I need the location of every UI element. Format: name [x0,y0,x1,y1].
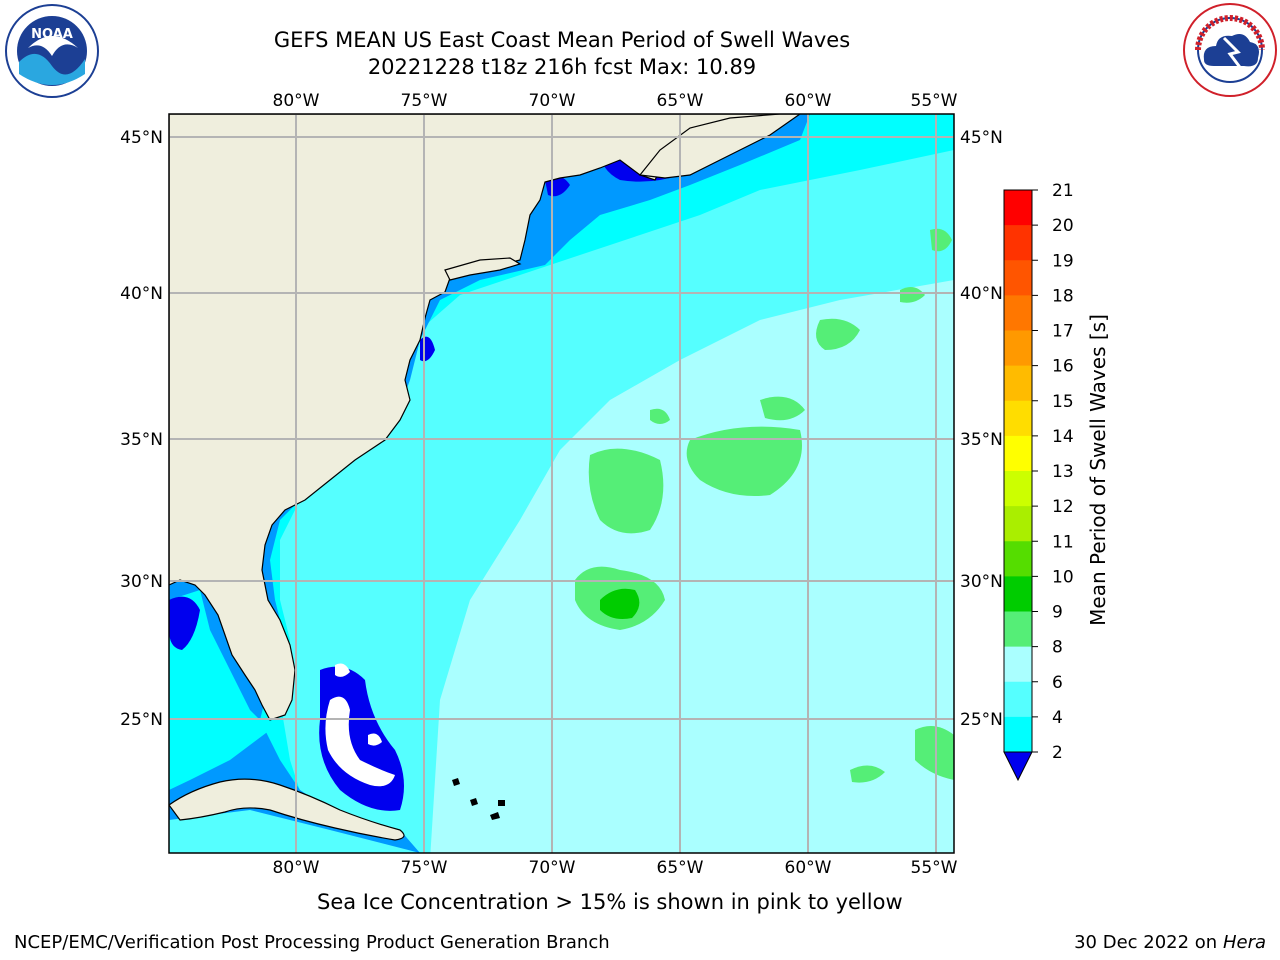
gulf-of-mexico-swell [169,590,270,790]
colorbar-tick-label: 12 [1052,497,1074,517]
lon-tick-label: 55°W [911,91,958,111]
colorbar-segment [1004,260,1032,296]
colorbar-segment [1004,365,1032,402]
lon-tick-label: 75°W [401,858,448,878]
colorbar-segment [1004,611,1032,648]
svg-text:NOAA: NOAA [31,27,73,42]
north-america-land [169,114,781,721]
lon-tick-label: 80°W [273,858,320,878]
colorbar-segment [1004,681,1032,718]
colorbar-tick-label: 14 [1052,427,1074,447]
colorbar-tick-label: 16 [1052,357,1074,377]
lon-tick-label: 70°W [529,91,576,111]
lon-ticks-top: 80°W 75°W 70°W 65°W 60°W 55°W [273,91,958,111]
colorbar-tick-label: 21 [1052,181,1074,201]
lon-tick-label: 55°W [911,858,958,878]
lon-tick-label: 80°W [273,91,320,111]
colorbar-tick-label: 9 [1052,603,1063,623]
lat-ticks-left: 45°N 40°N 35°N 30°N 25°N [120,128,163,730]
colorbar-tick-label: 2 [1052,743,1063,763]
lat-tick-label: 30°N [120,572,163,592]
colorbar-segment [1004,471,1032,507]
colorbar-tick-label: 4 [1052,708,1063,728]
lon-tick-label: 65°W [657,91,704,111]
lon-ticks-bottom: 80°W 75°W 70°W 65°W 60°W 55°W [273,858,958,878]
lat-tick-label: 30°N [960,572,1003,592]
map-plot-area [169,114,954,853]
colorbar-segment [1004,716,1032,753]
lat-tick-label: 25°N [120,710,163,730]
lat-tick-label: 40°N [960,284,1003,304]
colorbar-tick-label: 6 [1052,673,1063,693]
colorbar-segment [1004,190,1032,226]
sea-ice-note: Sea Ice Concentration > 15% is shown in … [317,890,903,914]
nws-logo-icon [1183,3,1277,97]
colorbar-label: Mean Period of Swell Waves [s] [1086,314,1110,626]
lon-tick-label: 75°W [401,91,448,111]
colorbar-tick-label: 13 [1052,462,1074,482]
swell-band-10-11s [600,588,640,619]
colorbar-tick-label: 10 [1052,567,1074,587]
caribbean-swell [169,810,420,853]
colorbar-segment [1004,541,1032,577]
colorbar-tick-label: 8 [1052,638,1063,658]
colorbar-segment [1004,646,1032,683]
lat-tick-label: 35°N [960,430,1003,450]
colorbar-tick-label: 19 [1052,251,1074,271]
map-frame [168,113,955,854]
colorbar-underflow-arrow [1003,751,1033,782]
lon-tick-label: 60°W [785,91,832,111]
colorbar-segment [1004,506,1032,542]
swell-band-8-9s [430,280,954,853]
colorbar-tick-label: 17 [1052,322,1074,342]
graticule [169,114,954,853]
long-island-land [444,257,522,281]
lon-tick-label: 70°W [529,858,576,878]
colorbar-tick-label: 15 [1052,392,1074,412]
map-subtitle: 20221228 t18z 216h fcst Max: 10.89 [367,55,757,79]
credit-line: NCEP/EMC/Verification Post Processing Pr… [14,932,610,953]
cuba-land [169,778,405,841]
colorbar-tick-label: 11 [1052,532,1074,552]
lat-tick-label: 25°N [960,710,1003,730]
run-date-text: 30 Dec 2022 on [1074,932,1218,953]
colorbar-segment [1004,295,1032,331]
colorbar-segment [1004,225,1032,261]
colorbar-segment [1004,400,1032,437]
lat-tick-label: 45°N [120,128,163,148]
lat-tick-label: 45°N [960,128,1003,148]
lat-tick-label: 35°N [120,430,163,450]
colorbar: 21 20 19 18 17 16 15 14 13 12 11 10 9 8 6 4 2 [1003,181,1074,782]
lon-tick-label: 60°W [785,858,832,878]
lat-ticks-right: 45°N 40°N 35°N 30°N 25°N [960,128,1003,730]
host-name: Hera [1222,932,1266,953]
map-title: GEFS MEAN US East Coast Mean Period of S… [273,28,851,52]
colorbar-tick-label: 18 [1052,286,1074,306]
colorbar-segment [1004,435,1032,472]
lon-tick-label: 65°W [657,858,704,878]
noaa-logo-icon: NOAA [5,4,99,98]
caribbean-islands [452,778,505,820]
lat-tick-label: 40°N [120,284,163,304]
colorbar-segment [1004,576,1032,612]
run-date: 30 Dec 2022 on Hera [1074,932,1266,953]
colorbar-segment [1004,330,1032,367]
colorbar-tick-label: 20 [1052,216,1074,236]
